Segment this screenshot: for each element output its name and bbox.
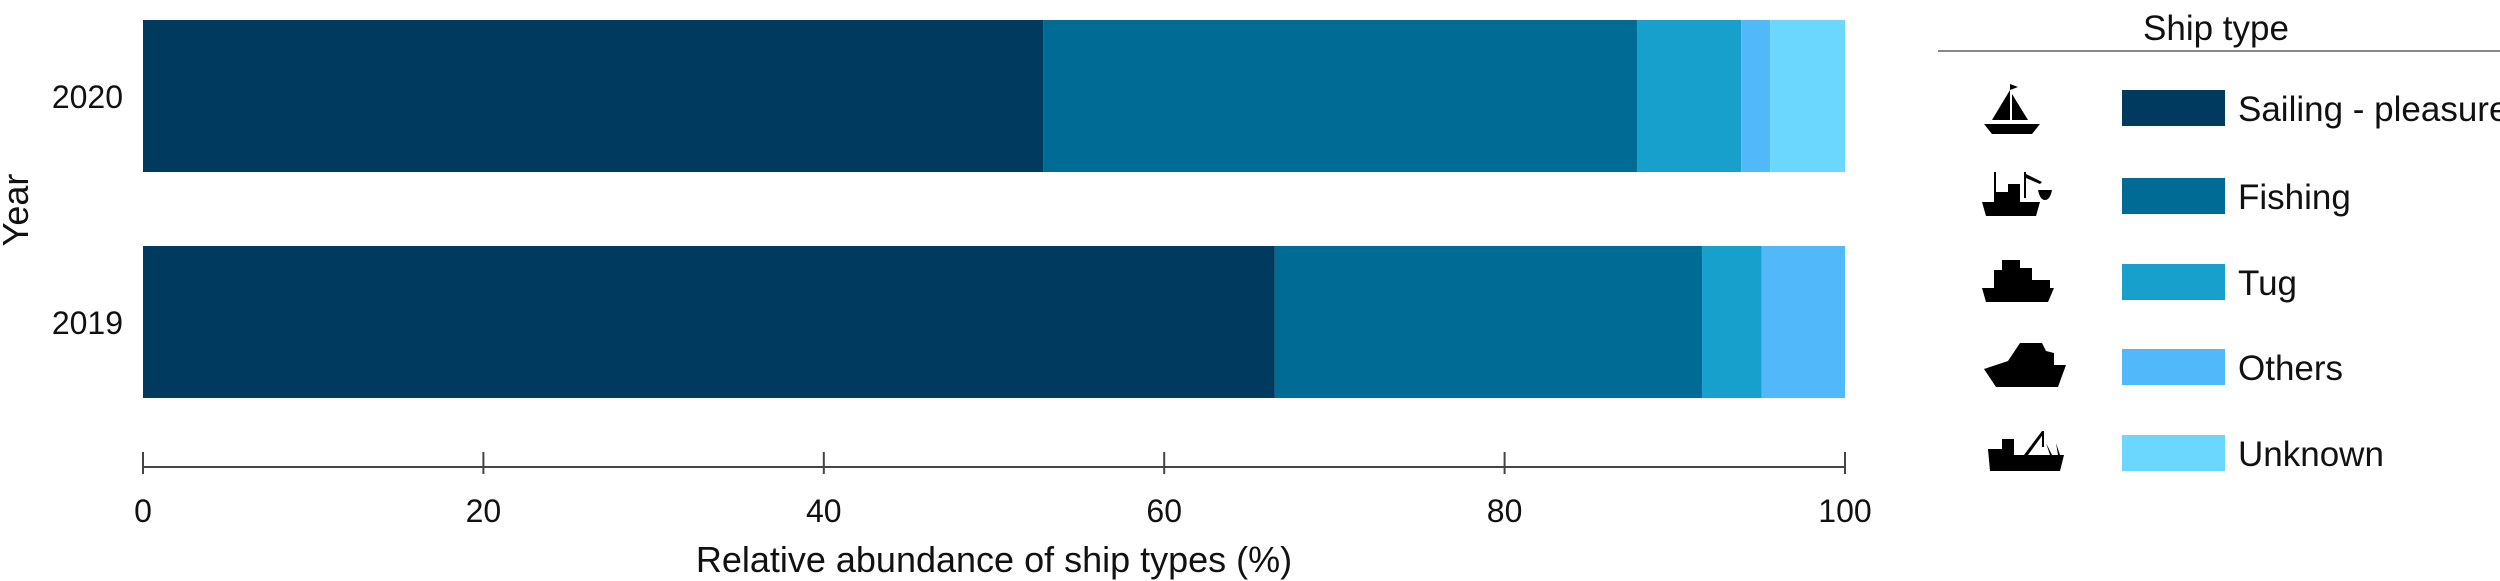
- legend-swatch: [2122, 349, 2225, 385]
- bar-segment-2020-tug: [1637, 20, 1742, 172]
- bar-segment-2019-others: [1761, 246, 1845, 398]
- legend-swatch: [2122, 264, 2225, 300]
- legend-label: Fishing: [2238, 178, 2351, 217]
- y-tick-label: 2019: [52, 305, 123, 341]
- x-tick-label: 0: [134, 493, 152, 529]
- legend-label: Tug: [2238, 264, 2297, 303]
- crane-vessel-icon: [1988, 431, 2064, 471]
- legend-item-sailing-pleasure: Sailing - pleasure: [1984, 84, 2500, 134]
- legend: Ship type Sailing - pleasure Fishing Tug Ot…: [1938, 9, 2500, 474]
- sailboat-icon: [1984, 84, 2040, 134]
- x-tick-label: 80: [1487, 493, 1523, 529]
- bar-segment-2019-sailing-pleasure: [143, 246, 1275, 398]
- bar-segment-2020-fishing: [1043, 20, 1638, 172]
- x-tick-label: 100: [1818, 493, 1871, 529]
- bar-segment-2019-fishing: [1274, 246, 1703, 398]
- legend-item-others: Others: [1984, 343, 2343, 388]
- x-axis-label: Relative abundance of ship types (%): [696, 539, 1292, 580]
- yacht-icon: [1984, 343, 2066, 387]
- x-tick-label: 40: [806, 493, 842, 529]
- legend-label: Others: [2238, 349, 2343, 388]
- x-tick-label: 60: [1146, 493, 1182, 529]
- legend-item-fishing: Fishing: [1982, 172, 2351, 217]
- bar-segment-2019-tug: [1702, 246, 1762, 398]
- y-axis-label: Year: [0, 174, 36, 247]
- legend-item-tug: Tug: [1982, 260, 2297, 303]
- bar-segment-2020-unknown: [1770, 20, 1845, 172]
- bar-segment-2020-sailing-pleasure: [143, 20, 1044, 172]
- bar-segment-2020-others: [1741, 20, 1771, 172]
- legend-swatch: [2122, 178, 2225, 214]
- fishing-boat-icon: [1982, 172, 2052, 216]
- tugboat-icon: [1982, 260, 2054, 302]
- legend-label: Sailing - pleasure: [2238, 90, 2500, 129]
- legend-item-unknown: Unknown: [1988, 431, 2384, 474]
- legend-title: Ship type: [2143, 9, 2289, 48]
- legend-swatch: [2122, 435, 2225, 471]
- y-tick-label: 2020: [52, 79, 123, 115]
- x-tick-label: 20: [466, 493, 502, 529]
- legend-swatch: [2122, 90, 2225, 126]
- legend-label: Unknown: [2238, 435, 2384, 474]
